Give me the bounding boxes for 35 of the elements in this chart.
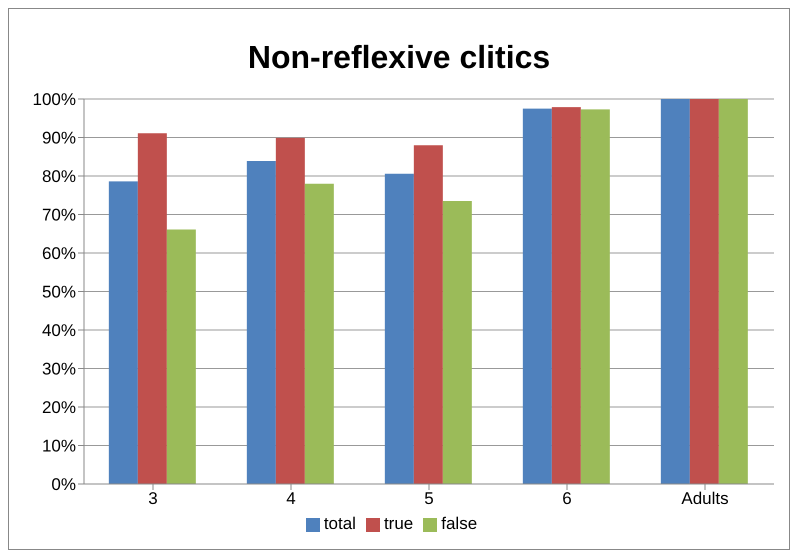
- y-tick-label: 100%: [32, 90, 76, 110]
- y-tick-label: 60%: [42, 244, 76, 264]
- y-tick-label: 0%: [51, 475, 76, 494]
- chart-title: Non-reflexive clitics: [246, 38, 552, 77]
- x-tick-label: 5: [424, 489, 434, 508]
- bar: [138, 133, 167, 484]
- bar: [304, 184, 334, 484]
- y-tick-label: 70%: [42, 206, 76, 225]
- y-tick-label: 20%: [42, 398, 76, 418]
- x-tick-label: 6: [562, 489, 572, 508]
- y-tick-label: 50%: [42, 282, 76, 302]
- x-tick-label: 3: [148, 489, 158, 508]
- y-tick-label: 80%: [42, 167, 76, 186]
- x-tick-label: Adults: [681, 489, 729, 508]
- legend-label: true: [384, 514, 414, 533]
- bar: [552, 107, 581, 484]
- bar: [580, 109, 610, 484]
- y-tick-label: 90%: [42, 128, 76, 148]
- y-tick-label: 30%: [42, 360, 76, 379]
- bar: [276, 138, 305, 484]
- bar: [384, 174, 414, 484]
- bar: [660, 99, 690, 484]
- legend-label: total: [324, 514, 356, 533]
- legend-label: false: [441, 514, 478, 533]
- y-tick-label: 40%: [42, 321, 76, 340]
- bar: [522, 108, 552, 484]
- bar: [166, 230, 196, 484]
- bar: [414, 145, 443, 484]
- bar: [246, 160, 276, 484]
- bar: [108, 181, 138, 484]
- x-tick-label: 4: [286, 489, 296, 508]
- bar: [718, 99, 748, 484]
- bar: [442, 201, 472, 484]
- bar: [690, 99, 719, 484]
- y-tick-label: 10%: [42, 436, 76, 456]
